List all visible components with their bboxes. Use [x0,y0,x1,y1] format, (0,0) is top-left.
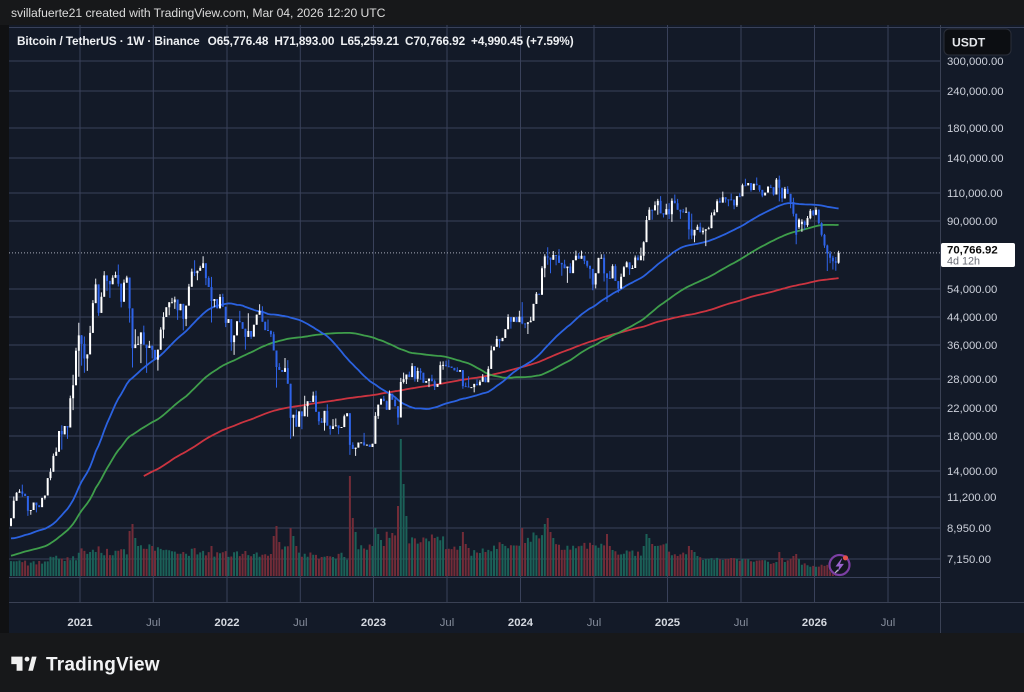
svg-text:7,150.00: 7,150.00 [947,554,991,566]
svg-text:svillafuerte21 created with Tr: svillafuerte21 created with TradingView.… [11,6,386,20]
svg-text:USDT: USDT [952,36,986,50]
svg-text:Jul: Jul [881,617,895,629]
svg-text:Jul: Jul [734,617,748,629]
svg-text:90,000.00: 90,000.00 [947,216,997,228]
svg-text:240,000.00: 240,000.00 [947,86,1004,98]
svg-text:18,000.00: 18,000.00 [947,431,997,443]
svg-text:Jul: Jul [587,617,601,629]
svg-text:14,000.00: 14,000.00 [947,466,997,478]
svg-text:Jul: Jul [146,617,160,629]
svg-text:2025: 2025 [655,617,680,629]
svg-text:28,000.00: 28,000.00 [947,374,997,386]
svg-text:Jul: Jul [293,617,307,629]
svg-text:2026: 2026 [802,617,827,629]
svg-text:Jul: Jul [440,617,454,629]
svg-text:11,200.00: 11,200.00 [947,492,996,504]
svg-text:Bitcoin / TetherUS · 1W · Bina: Bitcoin / TetherUS · 1W · Binance O65,776… [17,34,574,48]
svg-text:2023: 2023 [361,617,386,629]
svg-text:2021: 2021 [67,617,92,629]
svg-text:70,766.92: 70,766.92 [947,245,998,257]
svg-text:300,000.00: 300,000.00 [947,56,1004,68]
svg-text:8,950.00: 8,950.00 [947,523,991,535]
svg-text:110,000.00: 110,000.00 [947,188,1003,200]
svg-text:TradingView: TradingView [46,655,160,676]
svg-text:54,000.00: 54,000.00 [947,284,997,296]
svg-text:44,000.00: 44,000.00 [947,312,997,324]
svg-text:2022: 2022 [214,617,239,629]
svg-text:4d 12h: 4d 12h [947,256,980,268]
svg-text:22,000.00: 22,000.00 [947,403,997,415]
svg-text:2024: 2024 [508,617,534,629]
svg-text:140,000.00: 140,000.00 [947,153,1004,165]
svg-text:36,000.00: 36,000.00 [947,340,997,352]
svg-text:180,000.00: 180,000.00 [947,123,1004,135]
